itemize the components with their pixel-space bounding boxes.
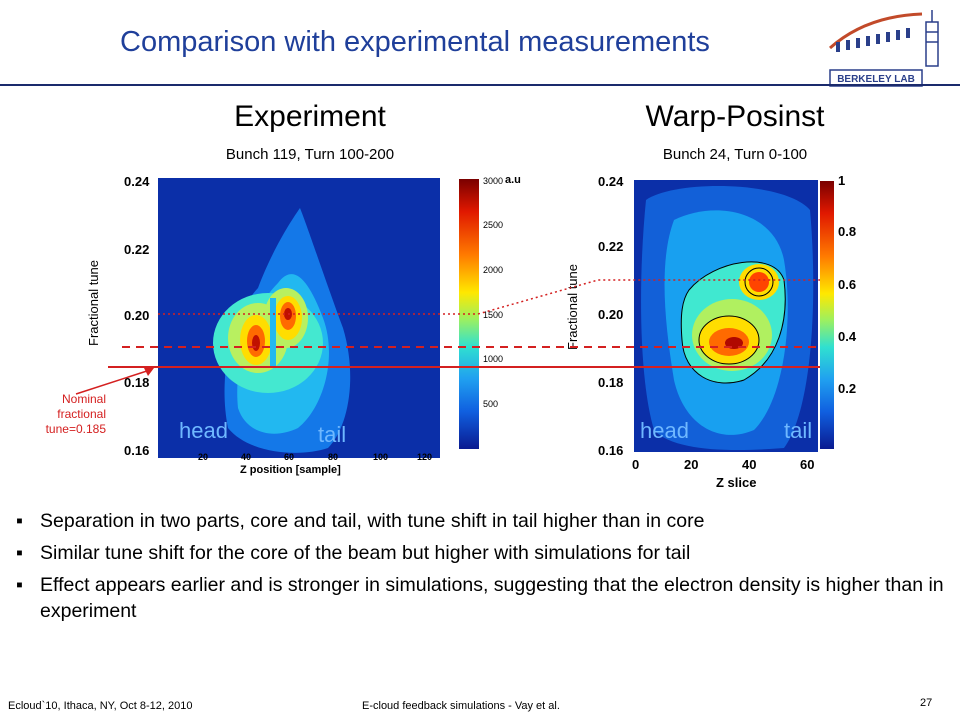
experiment-cbtick: 2000	[483, 265, 504, 275]
simulation-cbtick: 0.2	[838, 381, 857, 396]
berkeley-lab-logo: BERKELEY LAB	[826, 8, 952, 88]
experiment-ytick: 0.16	[124, 443, 150, 458]
experiment-cbtick: 3000	[483, 176, 504, 186]
simulation-subtitle: Bunch 24, Turn 0-100	[662, 146, 808, 163]
simulation-cbtick: 1	[838, 173, 846, 188]
experiment-heatmap	[158, 178, 440, 458]
title-divider	[0, 84, 960, 86]
bullet-text: Effect appears earlier and is stronger i…	[40, 574, 944, 622]
experiment-ytick: 0.22	[124, 242, 150, 257]
page-number: 27	[920, 697, 933, 709]
bullet-marker: ▪	[16, 542, 23, 564]
colorbar-unit: a.u	[505, 174, 521, 186]
experiment-colorbar	[459, 179, 479, 449]
simulation-ytick: 0.22	[598, 239, 624, 254]
experiment-head-label: head	[179, 418, 228, 443]
bullet-item: ▪ Similar tune shift for the core of the …	[16, 540, 946, 566]
experiment-xtick: 120	[417, 452, 433, 462]
simulation-xlabel: Z slice	[716, 475, 757, 490]
experiment-xtick: 40	[241, 452, 252, 462]
nominal-label-line: tune=0.185	[45, 422, 106, 436]
simulation-ytick: 0.16	[598, 443, 624, 458]
nominal-label-line: Nominal	[61, 392, 106, 406]
simulation-xticks: 0 20 40 60	[632, 457, 822, 475]
bullet-item: ▪ Effect appears earlier and is stronger …	[16, 572, 946, 624]
simulation-ytick: 0.20	[598, 307, 624, 322]
experiment-ytick: 0.20	[124, 308, 150, 323]
simulation-ytick: 0.24	[598, 174, 624, 189]
experiment-cbtick: 2500	[483, 220, 504, 230]
simulation-ytick: 0.18	[598, 375, 624, 390]
experiment-cbtick: 1000	[483, 354, 504, 364]
bullet-text: Separation in two parts, core and tail, …	[40, 510, 705, 532]
simulation-tail-label: tail	[784, 418, 813, 443]
slide-title: Comparison with experimental measurement…	[120, 26, 710, 58]
experiment-xtick: 100	[373, 452, 389, 462]
experiment-tail-label: tail	[318, 422, 347, 447]
simulation-xtick: 20	[684, 457, 699, 472]
bullet-marker: ▪	[16, 574, 23, 596]
bullet-item: ▪ Separation in two parts, core and tail,…	[16, 508, 946, 534]
footer-conference: Ecloud`10, Ithaca, NY, Oct 8-12, 2010	[8, 700, 193, 712]
simulation-head-label: head	[640, 418, 689, 443]
simulation-ylabel: Fractional tune	[565, 264, 580, 350]
simulation-cbtick: 0.8	[838, 224, 857, 239]
nominal-label-line: fractional	[57, 407, 106, 421]
bullet-list: ▪ Separation in two parts, core and tail,…	[16, 508, 946, 630]
logo-text: BERKELEY LAB	[837, 74, 915, 85]
simulation-xtick: 60	[800, 457, 815, 472]
experiment-ytick: 0.18	[124, 375, 150, 390]
nominal-tune-annotation: Nominal fractional tune=0.185	[18, 392, 106, 437]
bullet-marker: ▪	[16, 510, 23, 532]
experiment-xtick: 80	[328, 452, 339, 462]
experiment-ytick: 0.24	[124, 174, 150, 189]
experiment-cbtick: 500	[483, 399, 499, 409]
footer-talk-title: E-cloud feedback simulations - Vay et al…	[362, 700, 560, 712]
experiment-title: Experiment	[234, 100, 386, 133]
bullet-text: Similar tune shift for the core of the b…	[40, 542, 691, 564]
experiment-subtitle: Bunch 119, Turn 100-200	[225, 146, 395, 163]
simulation-title: Warp-Posinst	[645, 100, 825, 133]
experiment-xtick: 20	[198, 452, 209, 462]
simulation-heatmap	[634, 180, 818, 452]
experiment-xtick: 60	[284, 452, 295, 462]
simulation-xtick: 0	[632, 457, 640, 472]
experiment-ylabel: Fractional tune	[86, 260, 101, 346]
simulation-xtick: 40	[742, 457, 757, 472]
simulation-cbtick: 0.4	[838, 329, 857, 344]
experiment-cbtick: 1500	[483, 310, 504, 320]
experiment-xticks: 20 40 60 80 100 120	[158, 452, 440, 466]
simulation-colorbar	[820, 181, 834, 449]
experiment-xlabel: Z position [sample]	[240, 464, 341, 476]
simulation-cbtick: 0.6	[838, 277, 857, 292]
